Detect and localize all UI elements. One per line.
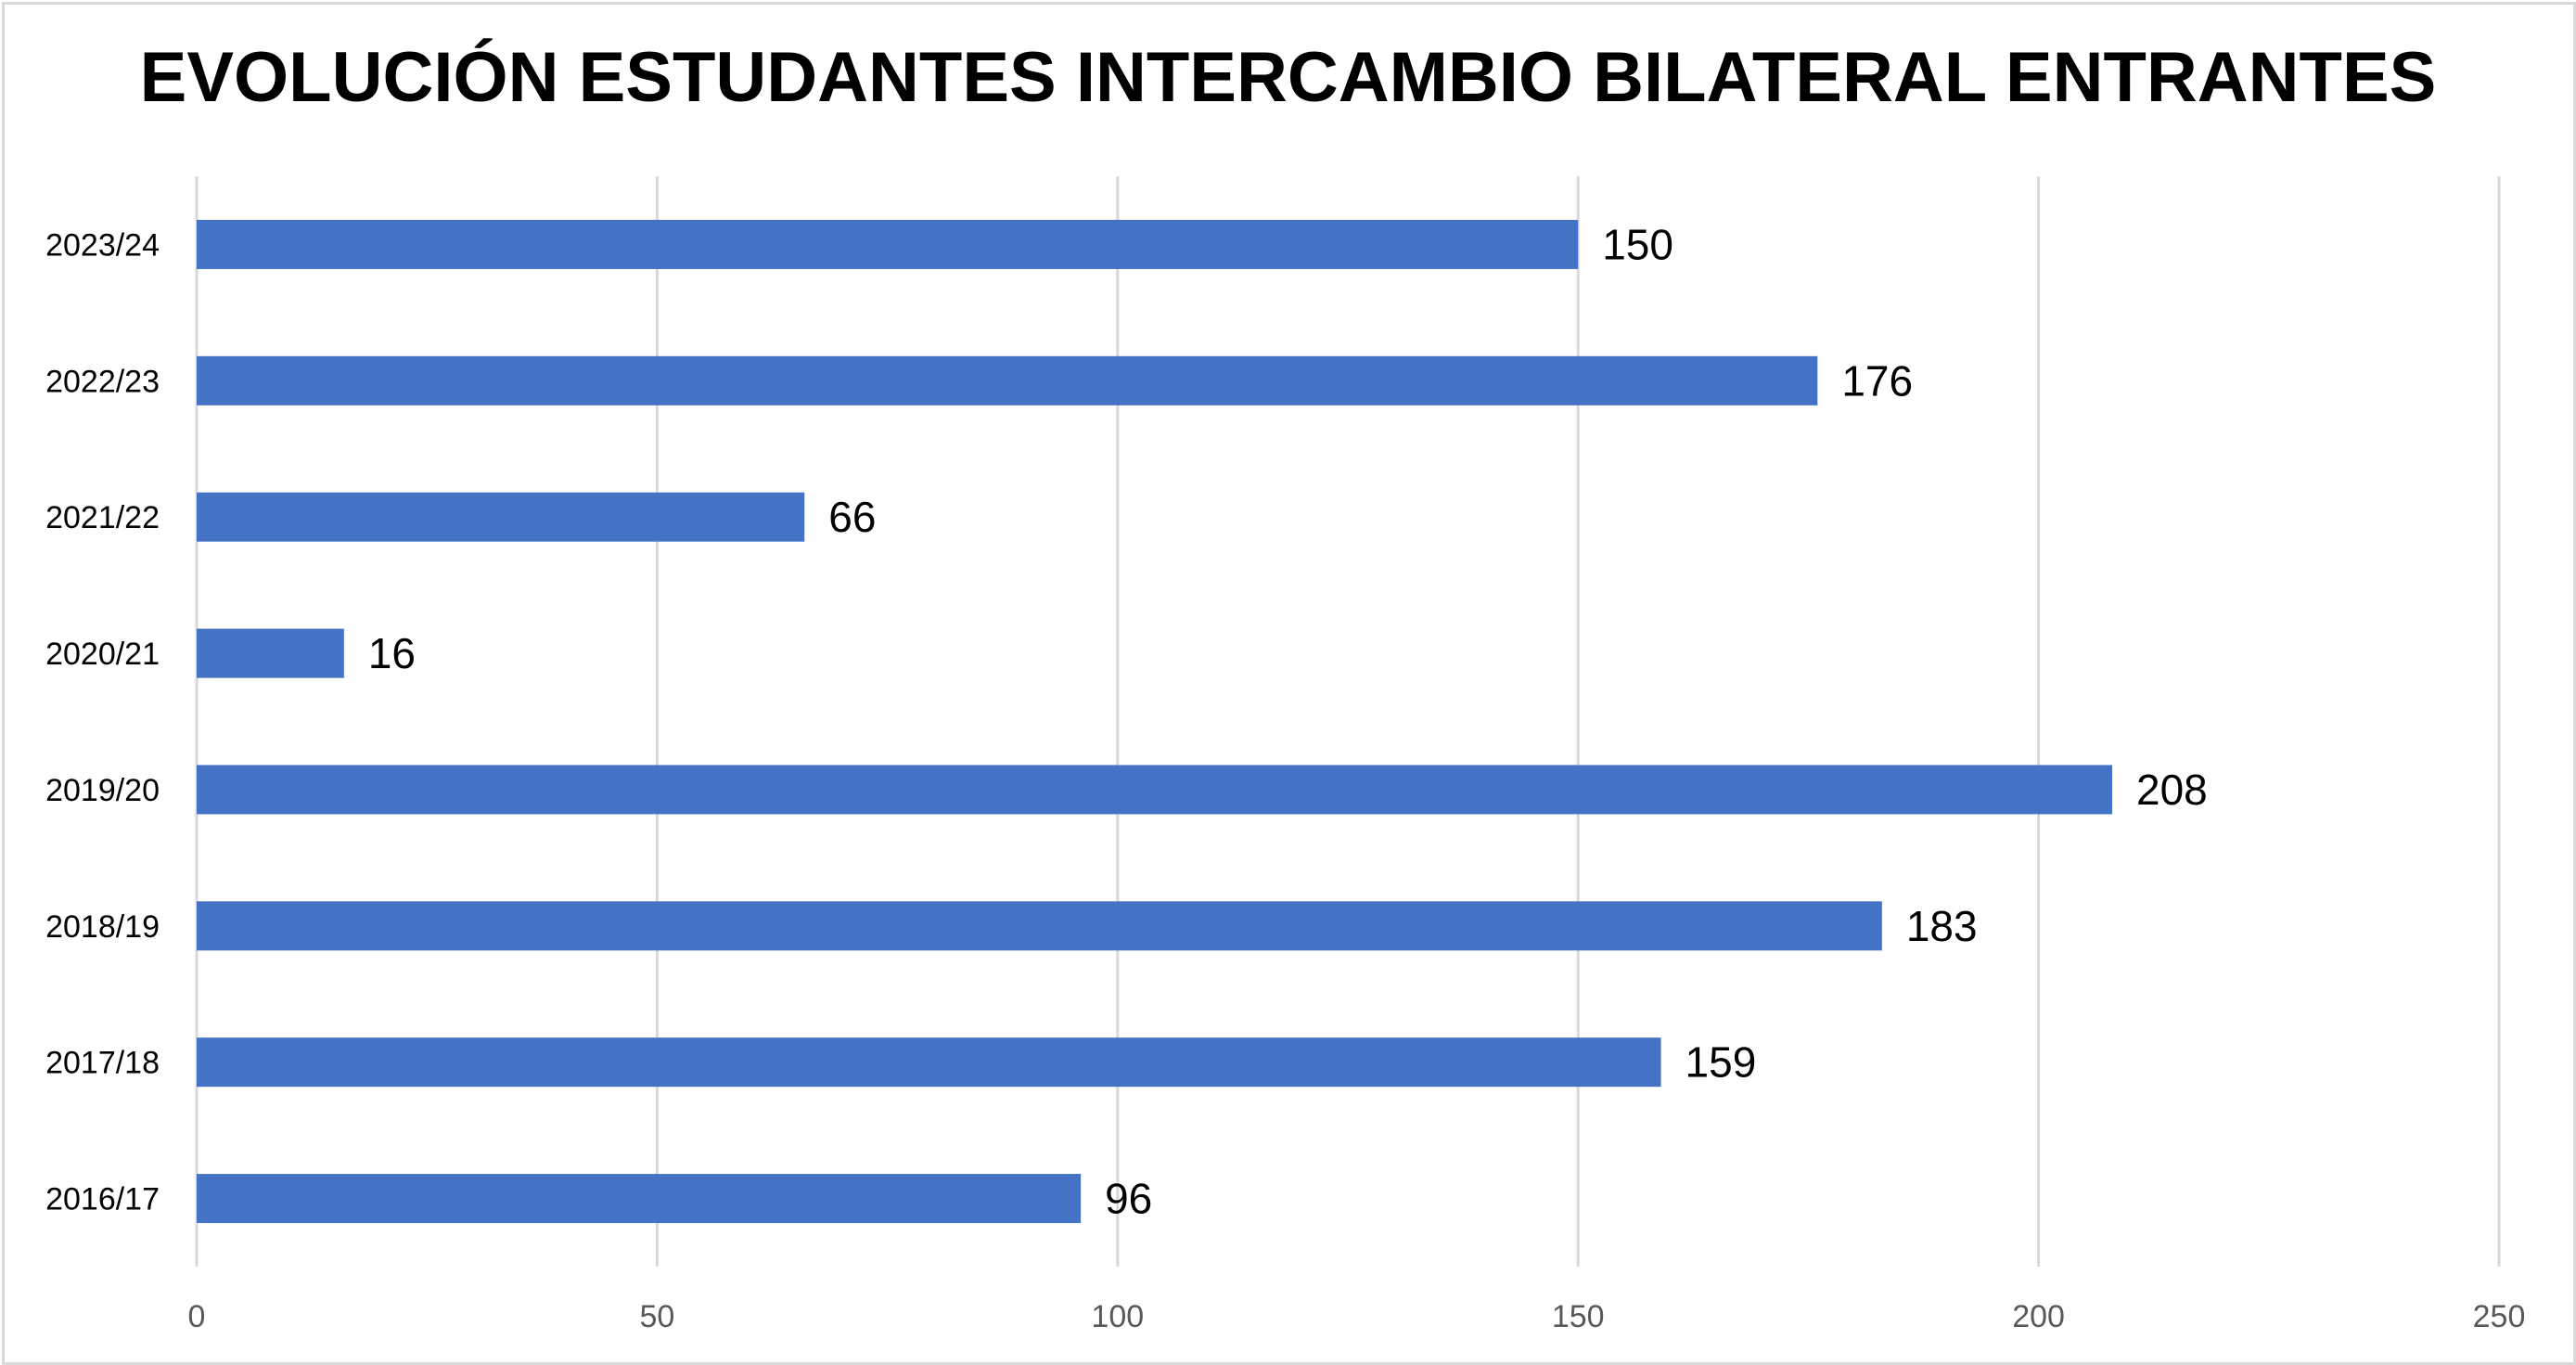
data-label: 176 — [1841, 356, 1913, 405]
bar — [197, 1037, 1661, 1088]
x-tick-label: 150 — [1552, 1299, 1605, 1334]
x-tick-label: 50 — [639, 1299, 674, 1334]
chart-title: EVOLUCIÓN ESTUDANTES INTERCAMBIO BILATER… — [139, 38, 2437, 117]
y-tick-label: 2022/23 — [45, 364, 160, 399]
data-label: 208 — [2136, 766, 2208, 814]
data-label: 150 — [1602, 220, 1673, 268]
y-tick-label: 2023/24 — [45, 227, 160, 263]
x-tick-label: 200 — [2012, 1299, 2065, 1334]
data-label: 183 — [1906, 902, 1978, 950]
data-label: 159 — [1685, 1038, 1757, 1087]
data-label: 66 — [828, 493, 876, 541]
y-tick-label: 2019/20 — [45, 773, 160, 808]
bar — [197, 1174, 1082, 1224]
y-tick-label: 2018/19 — [45, 909, 160, 945]
bar — [197, 355, 1818, 406]
data-label: 16 — [368, 629, 416, 677]
x-tick-label: 250 — [2473, 1299, 2526, 1334]
x-tick-label: 0 — [188, 1299, 206, 1334]
bar — [197, 628, 344, 678]
y-tick-label: 2017/18 — [45, 1046, 160, 1081]
bar — [197, 765, 2113, 815]
data-label: 96 — [1105, 1175, 1152, 1223]
y-tick-label: 2020/21 — [45, 637, 160, 672]
x-tick-label: 100 — [1091, 1299, 1144, 1334]
bar — [197, 901, 1882, 951]
bar — [197, 219, 1579, 269]
bar — [197, 492, 805, 542]
y-tick-label: 2021/22 — [45, 500, 160, 535]
y-tick-label: 2016/17 — [45, 1182, 160, 1217]
